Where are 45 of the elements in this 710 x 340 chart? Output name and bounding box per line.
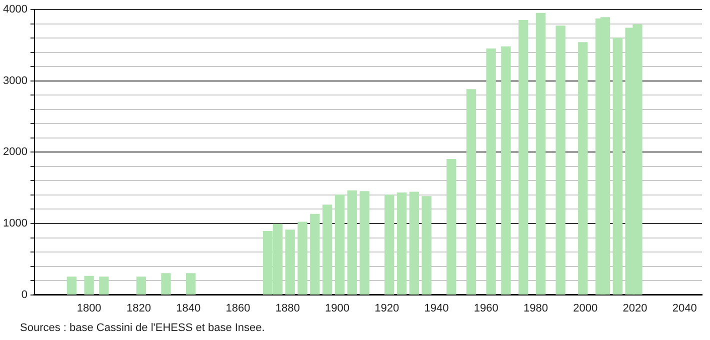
bar [446, 159, 456, 295]
x-tick-label: 1980 [523, 302, 548, 314]
x-tick-label: 2000 [573, 302, 598, 314]
bar [84, 276, 94, 295]
bar [347, 190, 357, 295]
bar [99, 276, 109, 295]
source-note: Sources : base Cassini de l'EHESS et base Insee. [20, 322, 265, 334]
y-tick-label: 4000 [2, 4, 28, 16]
bar [466, 89, 476, 295]
x-tick-label: 1960 [474, 302, 498, 314]
bar [384, 194, 394, 295]
x-tick-label: 1820 [126, 302, 151, 314]
bar [536, 12, 546, 295]
bar [518, 20, 528, 295]
bar [409, 192, 419, 295]
x-tick-label: 1880 [275, 302, 300, 314]
bar [298, 222, 308, 295]
bar [186, 273, 196, 295]
bar [161, 273, 171, 295]
bar [422, 196, 432, 295]
x-tick-label: 1800 [76, 302, 102, 314]
x-tick-label: 1920 [374, 302, 400, 314]
bar [310, 214, 320, 295]
bar [578, 42, 588, 295]
bar [360, 191, 370, 295]
bar [136, 276, 146, 295]
bar [556, 26, 566, 295]
x-tick-label: 1900 [324, 302, 350, 314]
x-tick-label: 2040 [672, 302, 697, 314]
x-tick-label: 1940 [424, 302, 449, 314]
y-tick-label: 3000 [2, 74, 28, 87]
x-tick-label: 1840 [176, 302, 201, 314]
y-tick-label: 1000 [2, 218, 28, 230]
bar [285, 230, 295, 295]
bar [612, 38, 622, 295]
bar [334, 194, 345, 295]
bar [322, 204, 332, 295]
y-tick-label: 2000 [2, 146, 28, 158]
y-tick-label: 0 [21, 288, 28, 301]
bar [66, 276, 77, 295]
bar [501, 46, 511, 295]
x-tick-label: 1860 [226, 302, 250, 314]
bar [486, 48, 496, 295]
x-tick-label: 2020 [622, 302, 648, 314]
bar [396, 192, 407, 295]
